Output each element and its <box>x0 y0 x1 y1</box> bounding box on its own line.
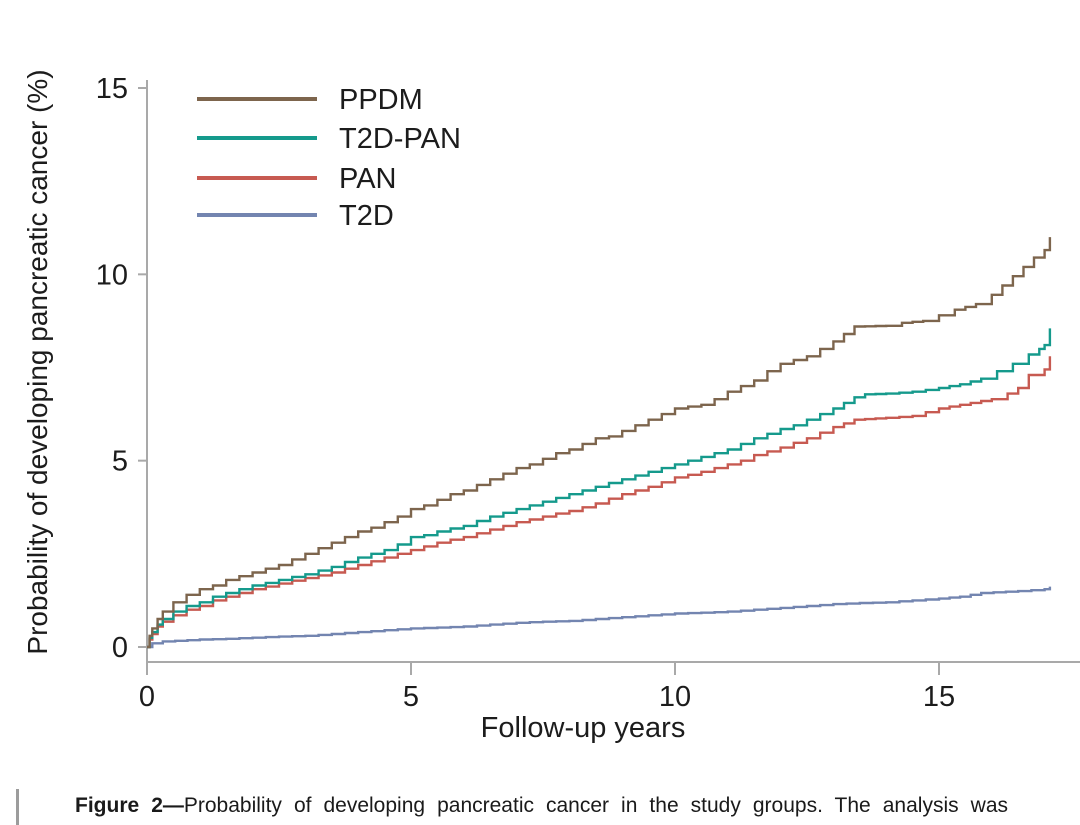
y-axis-title: Probability of developing pancreatic can… <box>22 69 53 655</box>
x-tick-label: 0 <box>139 681 155 713</box>
legend-label-T2D-PAN: T2D-PAN <box>339 123 461 155</box>
caption-left-bar <box>16 789 19 825</box>
legend-label-T2D: T2D <box>339 200 394 232</box>
x-tick-label: 5 <box>403 681 419 713</box>
figure-caption-text: Probability of developing pancreatic can… <box>183 794 1008 817</box>
x-tick-label: 15 <box>923 681 955 713</box>
curve-T2D <box>147 586 1052 649</box>
legend-label-PAN: PAN <box>339 163 396 195</box>
curve-PPDM <box>147 237 1052 649</box>
x-axis-title: Follow-up years <box>480 712 686 744</box>
y-tick-label: 15 <box>96 73 128 105</box>
y-tick-label: 0 <box>112 632 128 664</box>
curve-T2D-PAN <box>147 328 1052 649</box>
curve-PAN <box>147 356 1052 649</box>
y-tick-label: 5 <box>112 446 128 478</box>
x-tick-label: 10 <box>659 681 691 713</box>
figure-caption: Figure 2—Probability of developing pancr… <box>75 794 1008 818</box>
legend-label-PPDM: PPDM <box>339 84 423 116</box>
figure-caption-number: Figure 2— <box>75 794 184 817</box>
y-tick-label: 10 <box>96 259 128 291</box>
plot-area: 0 5 10 15 0 5 10 15 PPDM T2D-PAN PAN T2D <box>96 73 1080 713</box>
